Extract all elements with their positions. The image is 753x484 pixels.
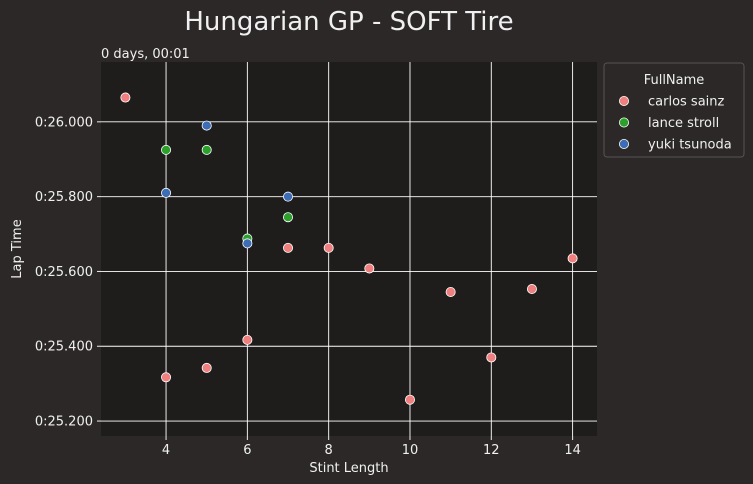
legend: FullName carlos sainz lance stroll yuki ts… [603,62,745,158]
x-tick-label: 12 [483,443,500,458]
data-point-carlos-sainz [201,362,212,373]
plot-area [101,62,597,436]
x-tick-label: 8 [325,443,333,458]
data-point-carlos-sainz [120,92,131,103]
data-point-lance-stroll [283,212,294,223]
legend-label: carlos sainz [648,95,725,110]
data-point-carlos-sainz [242,334,253,345]
data-point-lance-stroll [201,144,212,155]
legend-label: yuki tsunoda [648,138,732,153]
x-axis-label: Stint Length [309,461,388,476]
x-tick-label: 10 [402,443,419,458]
data-point-carlos-sainz [445,287,456,298]
data-point-yuki-tsunoda [283,191,294,202]
y-tick-label: 0:25.200 [35,415,93,430]
data-point-carlos-sainz [486,352,497,363]
y-tick-label: 0:26.000 [35,115,93,130]
data-point-carlos-sainz [567,253,578,264]
data-point-carlos-sainz [526,284,537,295]
data-point-carlos-sainz [323,242,334,253]
data-point-carlos-sainz [404,394,415,405]
y-axis-offset-label: 0 days, 00:01 [101,47,190,62]
x-tick-label: 14 [564,443,581,458]
data-point-yuki-tsunoda [201,120,212,131]
y-tick-label: 0:25.800 [35,190,93,205]
data-points [120,92,578,405]
legend-marker [619,96,630,107]
y-axis-label: Lap Time [10,219,25,278]
legend-marker [619,117,630,128]
legend-box [603,62,745,158]
data-point-yuki-tsunoda [242,238,253,249]
data-point-carlos-sainz [364,263,375,274]
data-point-carlos-sainz [283,242,294,253]
x-tick-label: 6 [243,443,251,458]
data-point-yuki-tsunoda [161,187,172,198]
chart-title: Hungarian GP - SOFT Tire [184,7,513,37]
y-tick-label: 0:25.400 [35,340,93,355]
x-axis-ticks: 4 6 8 10 12 14 [162,436,581,458]
grid-lines [101,62,597,436]
legend-items: carlos sainz lance stroll yuki tsunoda [619,95,732,153]
x-tick-label: 4 [162,443,170,458]
data-point-lance-stroll [161,144,172,155]
legend-label: lance stroll [648,116,719,131]
legend-title: FullName [644,73,705,88]
y-tick-label: 0:25.600 [35,265,93,280]
legend-marker [619,138,630,149]
y-axis-ticks: 0:25.200 0:25.400 0:25.600 0:25.800 0:26.000 [35,115,101,430]
data-point-carlos-sainz [161,372,172,383]
